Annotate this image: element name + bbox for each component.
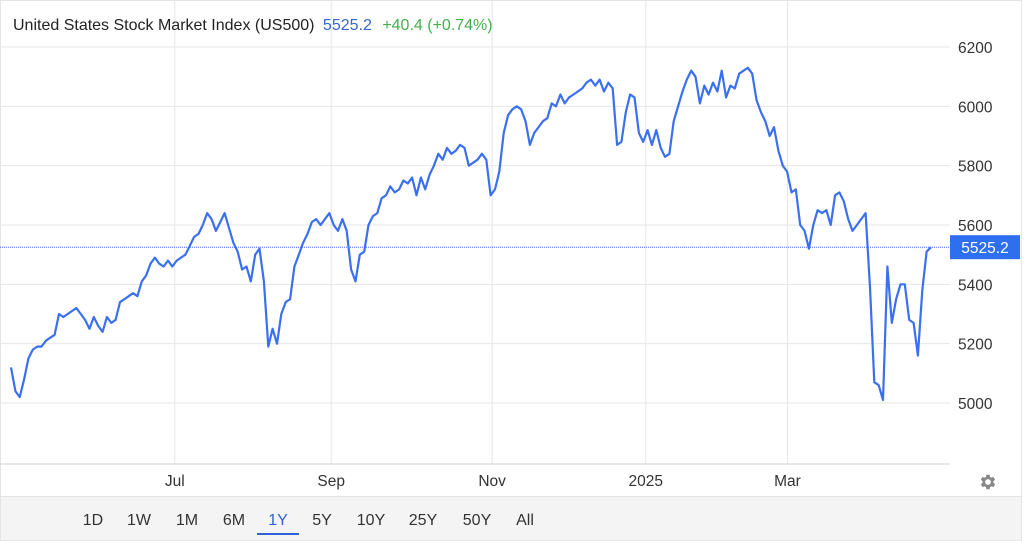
current-price: 5525.2 [322, 17, 372, 34]
range-button-5y[interactable]: 5Y [312, 512, 332, 529]
y-tick-label: 5400 [958, 277, 993, 294]
range-button-25y[interactable]: 25Y [408, 512, 438, 529]
gear-icon[interactable] [978, 472, 998, 497]
price-line [9, 66, 932, 402]
y-tick-label: 5800 [958, 159, 993, 176]
x-tick-label: 2025 [629, 473, 663, 490]
range-button-6m[interactable]: 6M [222, 512, 246, 529]
y-tick-label: 5000 [958, 396, 993, 413]
last-value-badge [950, 235, 1020, 260]
chart-svg: 5000 5200 5400 5600 5800 6000 6200 Jul Sep Nov 202… [0, 0, 1020, 490]
x-tick-label: Sep [317, 473, 345, 490]
y-tick-label: 5200 [958, 337, 993, 354]
x-tick-label: Nov [478, 473, 506, 490]
axis-layer: 5000 5200 5400 5600 5800 6000 6200 Jul Sep Nov 202… [0, 40, 993, 490]
price-change: +40.4 (+0.74%) [382, 17, 493, 34]
series-layer [9, 66, 932, 402]
range-selector: 1D 1W 1M 6M 1Y 5Y 10Y 25Y 50Y All [0, 496, 1022, 541]
y-tick-label: 6200 [958, 40, 993, 57]
range-button-1w[interactable]: 1W [127, 512, 151, 529]
y-tick-label: 6000 [958, 99, 993, 116]
chart-frame [0, 0, 1022, 496]
x-tick-label: Mar [774, 473, 801, 490]
range-button-10y[interactable]: 10Y [356, 512, 386, 529]
x-tick-label: Jul [165, 473, 185, 490]
range-button-1m[interactable]: 1M [175, 512, 199, 529]
chart-header: United States Stock Market Index (US500)… [13, 17, 493, 35]
range-button-1y[interactable]: 1Y [257, 509, 299, 535]
chart-title: United States Stock Market Index (US500) [13, 17, 315, 34]
grid-layer [0, 0, 950, 464]
range-button-50y[interactable]: 50Y [462, 512, 492, 529]
range-button-all[interactable]: All [516, 512, 534, 529]
last-value-label: 5525.2 [961, 240, 1008, 257]
range-button-1d[interactable]: 1D [82, 512, 104, 529]
y-tick-label: 5600 [958, 218, 993, 235]
last-value-layer: 5525.2 [0, 235, 1020, 260]
